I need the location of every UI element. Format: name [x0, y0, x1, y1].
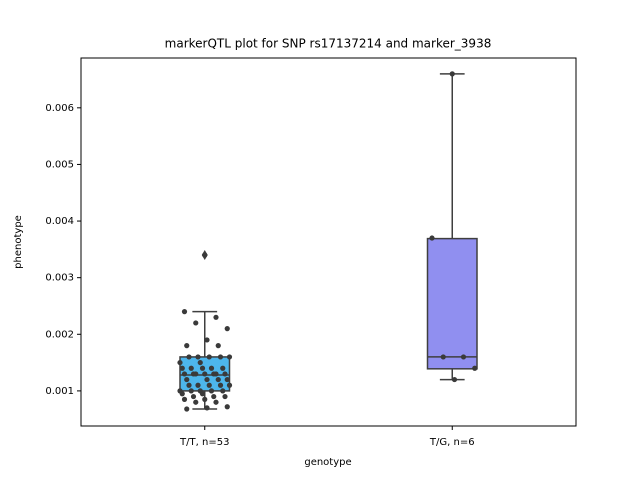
- point: [202, 396, 208, 402]
- point: [449, 71, 455, 77]
- point: [197, 359, 203, 366]
- point: [177, 359, 183, 366]
- point: [226, 354, 233, 360]
- point: [190, 393, 197, 400]
- point: [215, 343, 221, 349]
- x-tick-label: T/G, n=6: [429, 437, 475, 448]
- point: [460, 354, 467, 360]
- plot-frame: [80, 57, 577, 427]
- point: [204, 376, 210, 383]
- y-tick-label: 0.001: [45, 386, 74, 397]
- point: [220, 388, 226, 394]
- y-tick-label: 0.003: [45, 273, 74, 284]
- point: [193, 371, 199, 377]
- point: [188, 388, 194, 394]
- point: [208, 388, 215, 394]
- point: [217, 382, 224, 388]
- point: [451, 376, 458, 383]
- point: [181, 396, 188, 402]
- point: [199, 365, 206, 371]
- point: [472, 365, 478, 371]
- point: [217, 354, 224, 360]
- box: [426, 237, 478, 370]
- chart-title: markerQTL plot for SNP rs17137214 and ma…: [165, 37, 492, 51]
- point: [195, 354, 201, 360]
- point: [206, 354, 212, 360]
- point: [213, 314, 219, 320]
- x-tick-label: T/T, n=53: [179, 437, 229, 448]
- x-axis-label: genotype: [304, 457, 351, 468]
- point: [220, 365, 226, 371]
- y-axis-label: phenotype: [13, 215, 24, 269]
- point: [181, 371, 188, 377]
- point: [184, 406, 190, 412]
- point: [193, 399, 199, 405]
- point: [440, 354, 446, 360]
- point: [179, 365, 185, 371]
- y-tick-label: 0.006: [45, 103, 74, 114]
- point: [204, 405, 210, 411]
- point: [199, 391, 206, 397]
- point: [222, 371, 228, 377]
- point: [179, 391, 185, 397]
- point: [184, 376, 190, 383]
- point: [202, 252, 208, 258]
- point: [204, 337, 210, 343]
- point: [215, 376, 221, 383]
- point: [206, 382, 212, 388]
- y-tick-label: 0.005: [45, 159, 74, 170]
- point: [213, 371, 219, 377]
- point: [222, 393, 228, 400]
- point: [193, 320, 199, 326]
- point: [224, 404, 230, 410]
- point: [181, 309, 188, 315]
- point: [224, 326, 230, 332]
- point: [429, 235, 435, 241]
- point: [224, 376, 230, 383]
- point: [202, 371, 208, 377]
- point: [195, 382, 201, 388]
- y-tick-label: 0.004: [45, 216, 74, 227]
- point: [226, 382, 233, 388]
- point: [208, 365, 215, 371]
- point: [184, 343, 190, 349]
- point: [211, 393, 217, 400]
- y-tick-label: 0.002: [45, 329, 74, 340]
- point: [186, 382, 192, 388]
- point: [213, 399, 219, 405]
- point: [186, 354, 192, 360]
- point: [188, 365, 194, 371]
